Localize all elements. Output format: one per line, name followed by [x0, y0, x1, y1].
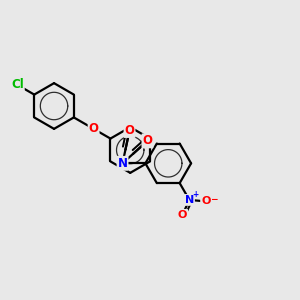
Text: O: O	[201, 196, 211, 206]
Text: Cl: Cl	[11, 78, 24, 92]
Text: N: N	[185, 195, 194, 205]
Text: N: N	[118, 157, 128, 170]
Text: O: O	[88, 122, 99, 135]
Text: +: +	[192, 190, 199, 199]
Text: O: O	[142, 134, 152, 147]
Text: O: O	[178, 210, 187, 220]
Text: −: −	[210, 195, 218, 204]
Text: O: O	[124, 124, 134, 137]
